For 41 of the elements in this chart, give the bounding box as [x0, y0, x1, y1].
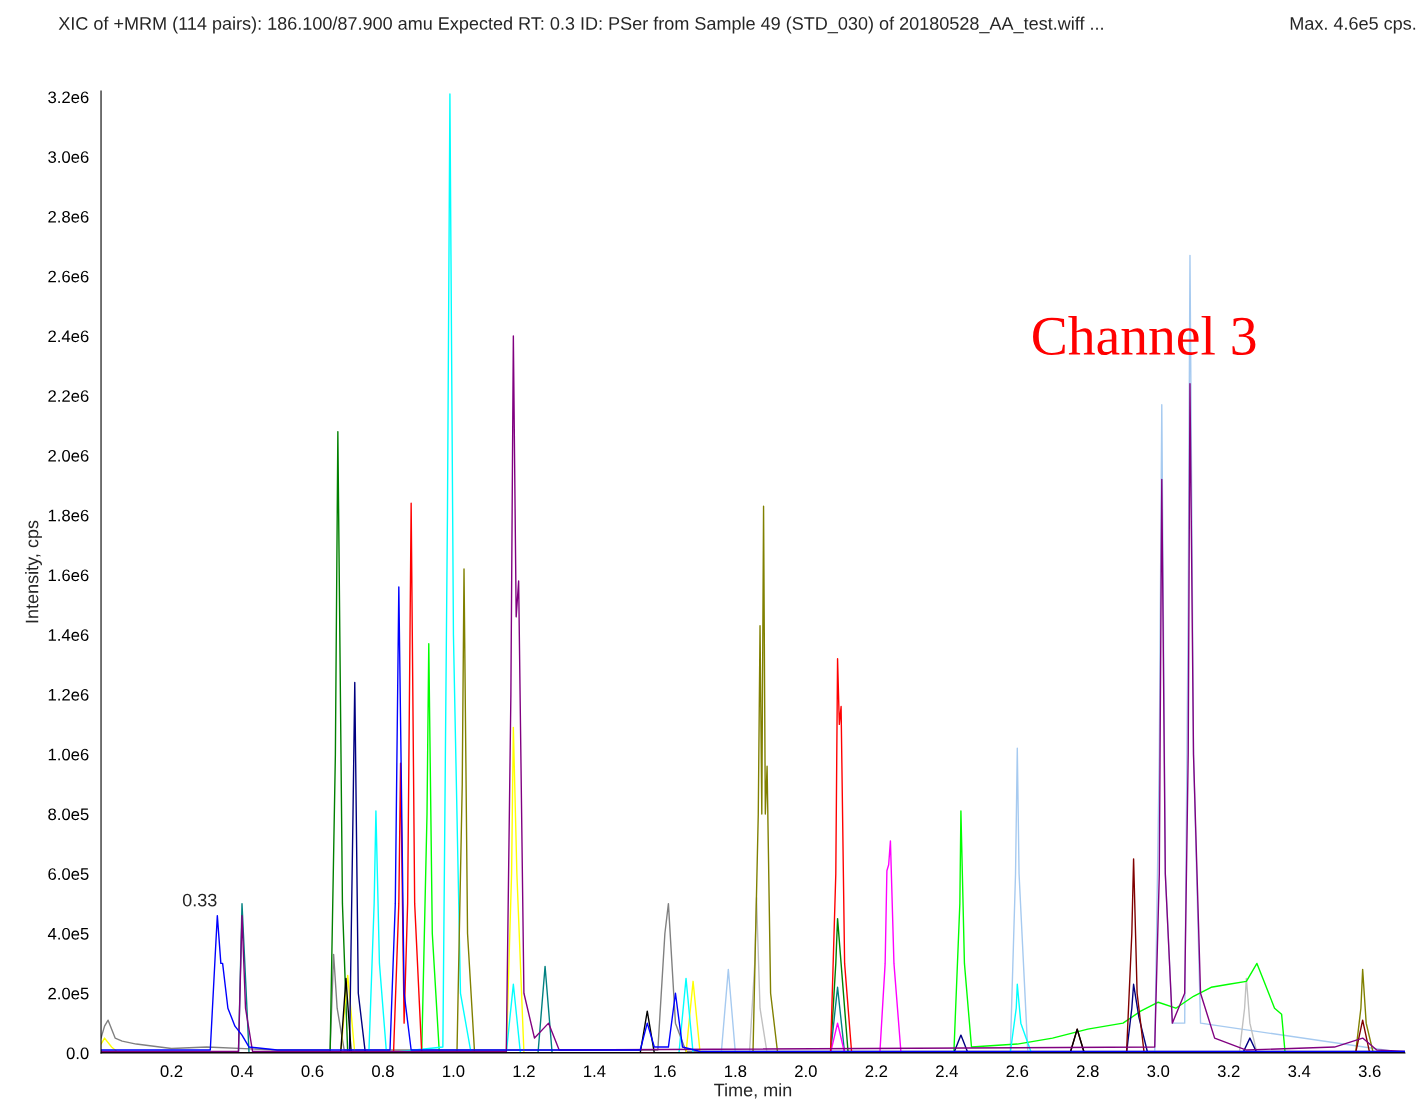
y-tick-label: 2.6e6 — [48, 270, 89, 283]
x-tick-label: 2.4 — [936, 1065, 958, 1077]
y-tick-label: 4.0e5 — [47, 927, 89, 940]
y-tick-label: 0.0 — [66, 1047, 89, 1060]
y-tick-label: 1.8e6 — [48, 509, 89, 522]
x-tick-label: 2.8 — [1077, 1065, 1099, 1078]
x-tick-label: 1.0 — [443, 1065, 465, 1078]
annotation: Channel 3 — [1033, 315, 1256, 356]
x-tick-label: 3.2 — [1217, 1065, 1240, 1078]
x-tick-label: 0.4 — [231, 1065, 254, 1078]
y-tick-label: 6.0e5 — [48, 868, 89, 880]
x-tick-label: 1.6 — [654, 1065, 676, 1078]
y-tick-label: 1.4e6 — [48, 629, 89, 641]
x-tick-label: 2.2 — [865, 1065, 888, 1077]
y-tick-label: 8.0e5 — [48, 808, 89, 821]
x-tick-label: 3.0 — [1147, 1065, 1170, 1078]
y-axis-title: Intensity, cps — [25, 520, 42, 623]
x-tick-label: 2.6 — [1006, 1065, 1029, 1078]
x-axis-title: Time, min — [714, 1083, 792, 1099]
x-tick-label: 0.6 — [301, 1065, 324, 1078]
annotation: 0.33 — [182, 893, 217, 907]
y-tick-label: 2.8e6 — [48, 210, 89, 223]
y-tick-label: 2.0e5 — [48, 987, 89, 1000]
y-tick-label: 2.2e6 — [48, 390, 89, 402]
y-tick-label: 2.4e6 — [48, 330, 89, 343]
x-tick-label: 1.4 — [584, 1065, 606, 1077]
y-tick-label: 3.0e6 — [48, 151, 89, 163]
y-tick-label: 1.0e6 — [48, 748, 89, 761]
y-tick-label: 1.6e6 — [48, 569, 89, 582]
x-tick-label: 3.4 — [1288, 1065, 1311, 1078]
text: Max. 4.6e5 cps. — [1290, 17, 1416, 34]
y-tick-label: 1.2e6 — [48, 688, 89, 701]
x-tick-label: 3.6 — [1358, 1065, 1381, 1078]
x-tick-label: 2.0 — [795, 1065, 817, 1078]
x-tick-label: 1.2 — [513, 1065, 535, 1077]
y-tick-label: 2.0e6 — [48, 449, 89, 462]
chart-title: XIC of +MRM (114 pairs): 186.100/87.900 amu Expected RT: 0.3 ID: PSer from Sample 49 (STD_030) of 20180528_AA_test.wiff ... — [58, 16, 1103, 34]
x-tick-label: 1.8 — [725, 1065, 747, 1078]
y-tick-label: 3.2e6 — [48, 91, 89, 104]
x-tick-label: 0.2 — [160, 1065, 183, 1078]
x-tick-label: 0.8 — [372, 1065, 394, 1078]
